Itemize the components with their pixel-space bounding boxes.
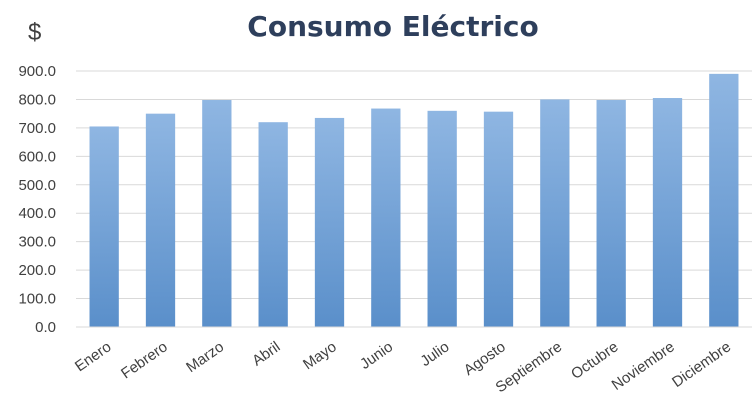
y-axis-ticks: 0.0 100.0 200.0 300.0 400.0 500.0 600.0 700.0 80… bbox=[18, 63, 56, 336]
x-tick-label: Junio bbox=[357, 338, 396, 372]
gridlines bbox=[76, 70, 752, 328]
bar-agosto bbox=[483, 111, 514, 327]
bar-febrero bbox=[145, 113, 176, 328]
y-tick-label: 900.0 bbox=[18, 63, 56, 80]
bar-noviembre bbox=[652, 98, 683, 328]
x-tick-label: Febrero bbox=[118, 338, 171, 382]
y-tick-label: 500.0 bbox=[18, 177, 56, 194]
bar-abril bbox=[258, 122, 288, 327]
y-axis-label: $ bbox=[28, 19, 41, 46]
bar-enero bbox=[89, 126, 119, 327]
x-tick-label: Agosto bbox=[461, 338, 509, 379]
y-tick-label: 100.0 bbox=[18, 291, 56, 308]
bar-junio bbox=[371, 108, 401, 328]
y-tick-label: 600.0 bbox=[18, 148, 56, 165]
bar-septiembre bbox=[540, 99, 570, 327]
bar-octubre bbox=[596, 100, 626, 327]
bars bbox=[89, 73, 739, 328]
y-tick-label: 400.0 bbox=[18, 205, 56, 222]
x-tick-label: Julio bbox=[417, 338, 452, 370]
y-tick-label: 300.0 bbox=[18, 234, 56, 251]
x-tick-label: Mayo bbox=[300, 338, 340, 373]
y-tick-label: 0.0 bbox=[35, 319, 56, 336]
chart-title: Consumo Eléctrico bbox=[247, 10, 538, 43]
bar-mayo bbox=[314, 117, 345, 327]
x-tick-label: Enero bbox=[72, 338, 115, 375]
bar-diciembre bbox=[709, 73, 739, 327]
y-tick-label: 700.0 bbox=[18, 120, 56, 137]
x-tick-label: Noviembre bbox=[609, 338, 678, 394]
x-tick-label: Marzo bbox=[183, 338, 227, 376]
y-tick-label: 800.0 bbox=[18, 91, 56, 108]
x-axis-ticks: Enero Febrero Marzo Abril Mayo Junio Julio Agos… bbox=[72, 338, 734, 396]
x-tick-label: Abril bbox=[249, 338, 283, 369]
y-tick-label: 200.0 bbox=[18, 262, 56, 279]
bar-marzo bbox=[202, 100, 232, 327]
x-tick-label: Diciembre bbox=[669, 338, 734, 391]
bar-julio bbox=[427, 110, 457, 327]
